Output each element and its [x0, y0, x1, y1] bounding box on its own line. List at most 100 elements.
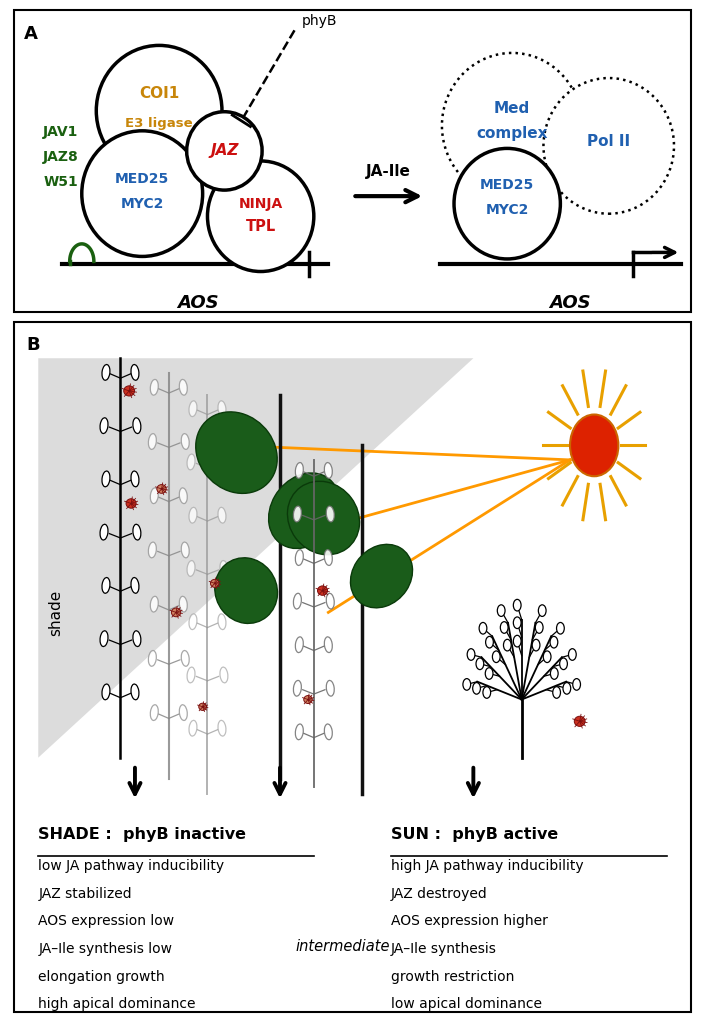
Circle shape [535, 621, 543, 634]
Ellipse shape [220, 561, 228, 576]
Ellipse shape [324, 724, 332, 740]
Text: SHADE :  phyB inactive: SHADE : phyB inactive [38, 827, 246, 841]
Circle shape [472, 683, 480, 694]
Ellipse shape [326, 506, 334, 522]
Ellipse shape [179, 705, 188, 721]
Circle shape [553, 687, 560, 698]
Text: TPL: TPL [245, 219, 276, 234]
Ellipse shape [293, 506, 301, 522]
Ellipse shape [131, 365, 139, 380]
Text: phyB: phyB [302, 14, 337, 28]
Ellipse shape [150, 379, 159, 396]
Text: AOS: AOS [177, 294, 219, 312]
Ellipse shape [295, 550, 303, 565]
Circle shape [479, 622, 487, 634]
Circle shape [492, 651, 500, 662]
Circle shape [550, 637, 558, 648]
Text: COI1: COI1 [139, 86, 179, 100]
Text: intermediate: intermediate [295, 939, 390, 955]
Circle shape [82, 131, 202, 257]
Text: high apical dominance: high apical dominance [38, 997, 196, 1011]
Ellipse shape [196, 412, 277, 494]
Circle shape [207, 160, 314, 272]
Text: shade: shade [48, 590, 63, 636]
Circle shape [501, 621, 508, 634]
Ellipse shape [317, 586, 328, 596]
Text: JAZ: JAZ [210, 143, 238, 158]
Circle shape [463, 679, 471, 690]
Text: AOS: AOS [549, 294, 591, 312]
Circle shape [563, 683, 571, 694]
Ellipse shape [215, 558, 278, 623]
Circle shape [513, 617, 521, 629]
Ellipse shape [324, 463, 332, 478]
Text: MYC2: MYC2 [486, 202, 529, 217]
Ellipse shape [126, 499, 136, 508]
Ellipse shape [189, 401, 197, 417]
Ellipse shape [100, 524, 108, 540]
Circle shape [551, 667, 558, 680]
Text: W51: W51 [43, 175, 78, 189]
Ellipse shape [575, 716, 585, 727]
Ellipse shape [187, 667, 195, 683]
Ellipse shape [100, 418, 108, 433]
Circle shape [467, 649, 475, 660]
Ellipse shape [148, 542, 157, 558]
Ellipse shape [189, 507, 197, 523]
Ellipse shape [293, 681, 301, 696]
Ellipse shape [304, 696, 312, 703]
Ellipse shape [211, 579, 219, 588]
Text: low JA pathway inducibility: low JA pathway inducibility [38, 860, 224, 873]
Ellipse shape [570, 415, 618, 476]
Text: JAZ stabilized: JAZ stabilized [38, 887, 132, 900]
Ellipse shape [131, 684, 139, 700]
Circle shape [560, 658, 568, 669]
Ellipse shape [218, 614, 226, 630]
Ellipse shape [131, 471, 139, 486]
Ellipse shape [181, 542, 189, 558]
Ellipse shape [218, 507, 226, 523]
Ellipse shape [124, 386, 135, 396]
Circle shape [486, 637, 493, 648]
Text: Med: Med [494, 101, 530, 117]
Ellipse shape [102, 577, 110, 593]
Circle shape [556, 622, 564, 634]
Ellipse shape [199, 703, 207, 710]
Text: JA-Ile: JA-Ile [367, 165, 411, 179]
Circle shape [503, 640, 511, 651]
Circle shape [544, 651, 551, 662]
Circle shape [572, 679, 580, 690]
Ellipse shape [220, 454, 228, 470]
Ellipse shape [179, 487, 188, 504]
Text: NINJA: NINJA [238, 196, 283, 211]
Text: MYC2: MYC2 [121, 196, 164, 211]
Ellipse shape [150, 705, 159, 721]
Circle shape [442, 53, 582, 198]
Ellipse shape [324, 637, 332, 653]
Ellipse shape [220, 667, 228, 683]
Text: JA–Ile synthesis low: JA–Ile synthesis low [38, 942, 172, 956]
Circle shape [568, 649, 576, 660]
Ellipse shape [179, 596, 188, 612]
Text: complex: complex [477, 127, 548, 141]
Ellipse shape [295, 637, 303, 653]
Ellipse shape [189, 614, 197, 630]
Ellipse shape [133, 631, 141, 647]
Ellipse shape [181, 651, 189, 666]
Ellipse shape [171, 608, 180, 616]
Ellipse shape [179, 379, 188, 396]
Text: SUN :  phyB active: SUN : phyB active [391, 827, 558, 841]
Ellipse shape [133, 418, 141, 433]
Ellipse shape [131, 577, 139, 593]
Ellipse shape [100, 631, 108, 647]
Ellipse shape [150, 487, 159, 504]
Polygon shape [38, 359, 473, 757]
Text: JA–Ile synthesis: JA–Ile synthesis [391, 942, 497, 956]
Text: JAV1: JAV1 [43, 125, 78, 139]
Ellipse shape [102, 684, 110, 700]
Circle shape [532, 640, 540, 651]
Text: Pol II: Pol II [587, 134, 630, 149]
Ellipse shape [295, 463, 303, 478]
Circle shape [454, 148, 560, 259]
Ellipse shape [269, 473, 340, 549]
